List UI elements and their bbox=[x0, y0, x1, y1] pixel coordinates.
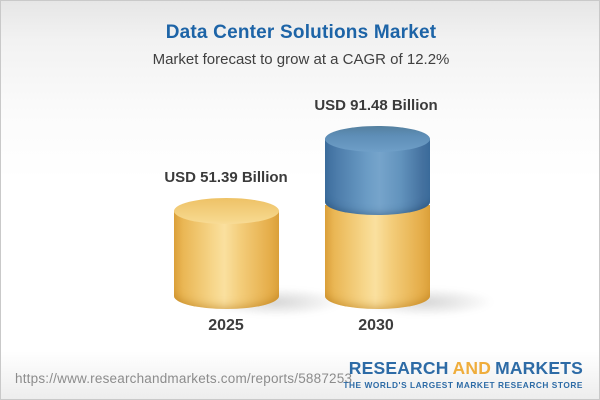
logo-wordmark: RESEARCH AND MARKETS bbox=[343, 358, 583, 379]
logo-word-markets: MARKETS bbox=[495, 358, 583, 379]
bar-2030-cylinder-top bbox=[325, 126, 430, 152]
bar-2025-cylinder-top bbox=[174, 198, 279, 224]
bar-2025-cylinder bbox=[174, 211, 279, 309]
research-and-markets-logo: RESEARCH AND MARKETS THE WORLD'S LARGEST M… bbox=[343, 358, 583, 390]
page-title: Data Center Solutions Market bbox=[165, 22, 437, 43]
x-axis-label-2025: 2025 bbox=[208, 317, 244, 334]
chart-subtitle: Market forecast to grow at a CAGR of 12.… bbox=[152, 51, 450, 68]
bar-2030-cylinder-base bbox=[325, 205, 430, 309]
logo-word-research: RESEARCH bbox=[348, 358, 449, 379]
report-url: https://www.researchandmarkets.com/repor… bbox=[15, 371, 353, 386]
logo-word-and: AND bbox=[452, 358, 492, 379]
x-axis-label-2030: 2030 bbox=[358, 317, 394, 334]
logo-tagline: THE WORLD'S LARGEST MARKET RESEARCH STOR… bbox=[343, 379, 583, 390]
value-label-2025: USD 51.39 Billion bbox=[164, 169, 288, 186]
value-label-2030: USD 91.48 Billion bbox=[314, 97, 438, 114]
